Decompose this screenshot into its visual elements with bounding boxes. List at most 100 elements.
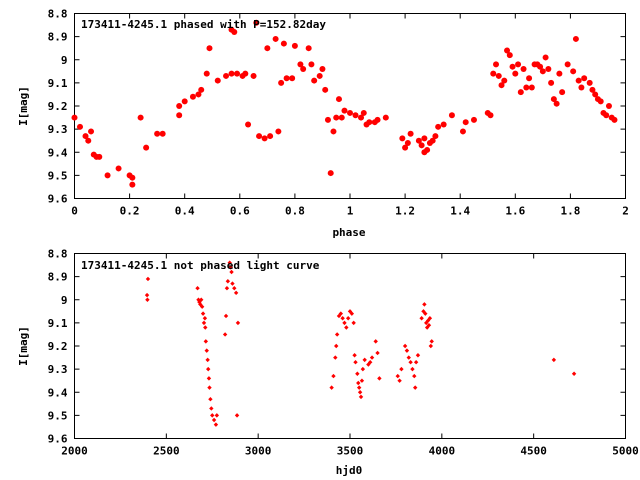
data-point [275,128,282,135]
y-tick-label: 9.6 [48,433,68,446]
data-point [206,366,211,372]
data-point [211,417,217,423]
x-tick-label: 3000 [245,445,272,458]
data-point [356,385,362,390]
data-point [145,276,151,282]
data-point [462,119,469,126]
data-point [195,91,202,98]
x-tick-label: 2500 [153,445,180,458]
data-point [143,144,150,151]
data-point [559,89,566,96]
data-point [235,320,241,326]
data-point [470,116,477,123]
data-point [517,89,524,96]
data-point [264,45,271,52]
data-point [523,84,530,91]
data-point [327,170,334,177]
chart-title: 173411-4245.1 phased with P=152.82day [81,18,326,31]
data-point [397,378,402,383]
data-point [581,75,588,82]
data-point [351,320,356,326]
data-point [369,355,375,360]
data-point [137,114,144,121]
y-tick-label: 9.4 [48,386,68,399]
data-point [575,77,582,84]
data-point [199,297,204,302]
data-point [291,42,298,49]
x-tick-label: 0.2 [120,205,140,218]
data-point [603,112,610,119]
data-point [344,325,349,330]
axis-ticks: 2000 2500 3000 3500 4000 4500 5000 8.8 8.9 9 9.1 9.… [48,248,639,458]
data-point [329,385,334,390]
data-point [429,339,434,344]
data-point [181,98,188,105]
data-point [415,353,421,358]
y-tick-label: 9.1 [48,317,68,330]
data-point [224,285,230,291]
data-point [548,79,555,86]
plot-frame [74,13,626,199]
data-point [272,35,279,42]
axis-ticks: 0 0.2 0.4 0.6 0.8 1 1.2 1.4 1.6 1.8 2 8.8 8.9 9 9.1 9.2… [48,8,629,218]
data-point [605,103,612,109]
data-point [429,137,436,144]
data-point [586,79,593,86]
data-point [283,75,290,82]
data-point [589,86,596,93]
data-point [422,302,427,307]
data-point [545,66,552,72]
data-point [404,140,411,146]
y-tick-label: 9.5 [48,409,68,422]
data-point [77,123,84,130]
data-point [233,290,239,296]
data-point [377,376,382,381]
data-point [209,406,214,411]
x-tick-label: 0.4 [175,205,195,218]
data-point [225,279,231,284]
data-point [493,61,500,68]
data-point [404,348,410,353]
data-point [490,70,497,77]
x-tick-label: 4000 [429,445,456,458]
data-point [360,109,367,116]
data-point [407,130,414,137]
data-point [96,153,103,160]
data-point [597,98,604,105]
data-point [564,61,571,68]
data-point [421,135,428,142]
data-point [206,45,213,52]
data-point [300,66,307,72]
data-point [203,325,208,330]
y-tick-label: 9.4 [48,146,68,159]
data-point [210,413,215,418]
data-point [223,72,230,79]
data-point [550,96,557,103]
data-point [359,378,365,383]
data-point [228,70,235,77]
data-point [571,371,577,376]
data-point [553,100,560,107]
y-tick-label: 8.8 [48,8,68,21]
data-point [335,96,342,103]
data-point [71,114,78,121]
data-point [412,373,417,379]
data-point [311,77,318,84]
data-point [333,114,340,121]
data-point [232,285,237,291]
data-point [223,313,229,319]
data-point [267,133,274,140]
data-point [245,121,252,128]
data-point [159,130,166,137]
data-point [504,47,511,54]
data-point [341,107,348,114]
data-point [228,265,233,270]
data-point [428,343,434,349]
data-point [419,316,424,321]
x-axis-label: phase [332,226,365,239]
data-point [356,380,361,386]
phased-light-curve-panel: 0 0.2 0.4 0.6 0.8 1 1.2 1.4 1.6 1.8 2 8.8 8.9 9 9.1 9.2… [17,8,629,240]
data-point [399,366,404,372]
data-point [358,114,365,121]
data-point [459,128,466,135]
